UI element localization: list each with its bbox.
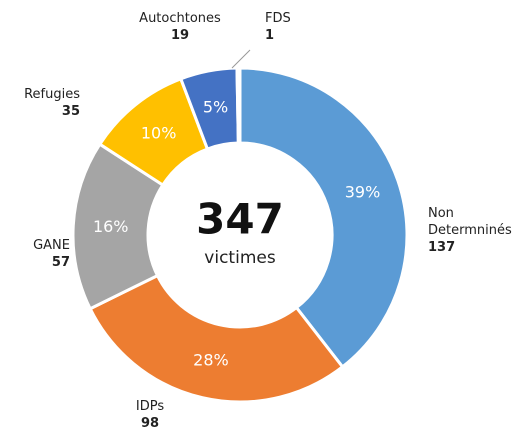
percent-label: 16%	[93, 217, 129, 236]
category-name: Non Determninés	[428, 206, 512, 238]
total: 347	[196, 195, 284, 244]
slice-label: IDPs 98	[100, 398, 200, 432]
slice	[235, 66, 242, 145]
category-name: IDPs	[135, 399, 165, 414]
percent-label: 10%	[141, 124, 177, 143]
category-name: FDS	[265, 11, 291, 26]
slice	[238, 66, 409, 369]
category-name: Refugies	[24, 87, 80, 102]
leader-line	[231, 49, 251, 69]
percent-label: 39%	[345, 182, 381, 201]
category-value: 137	[428, 240, 456, 255]
slice-label: GANE 57	[10, 237, 70, 271]
category-value: 57	[51, 255, 70, 270]
category-name: Autochtones	[139, 11, 221, 26]
category-value: 98	[140, 416, 160, 431]
category-name: GANE	[33, 238, 70, 253]
category-value: 19	[170, 28, 190, 43]
total-label: victimes	[204, 248, 276, 268]
slice	[88, 273, 345, 404]
percent-label: 5%	[203, 97, 228, 116]
slice	[71, 142, 165, 311]
slice-label: Autochtones 19	[130, 10, 230, 44]
percent-label: 28%	[193, 351, 229, 370]
slice-label: FDS 1	[265, 10, 365, 44]
category-value: 1	[265, 28, 275, 43]
category-value: 35	[61, 104, 80, 119]
slice-label: Refugies 35	[20, 86, 80, 120]
slice-label: Non Determninés 137	[428, 205, 528, 256]
